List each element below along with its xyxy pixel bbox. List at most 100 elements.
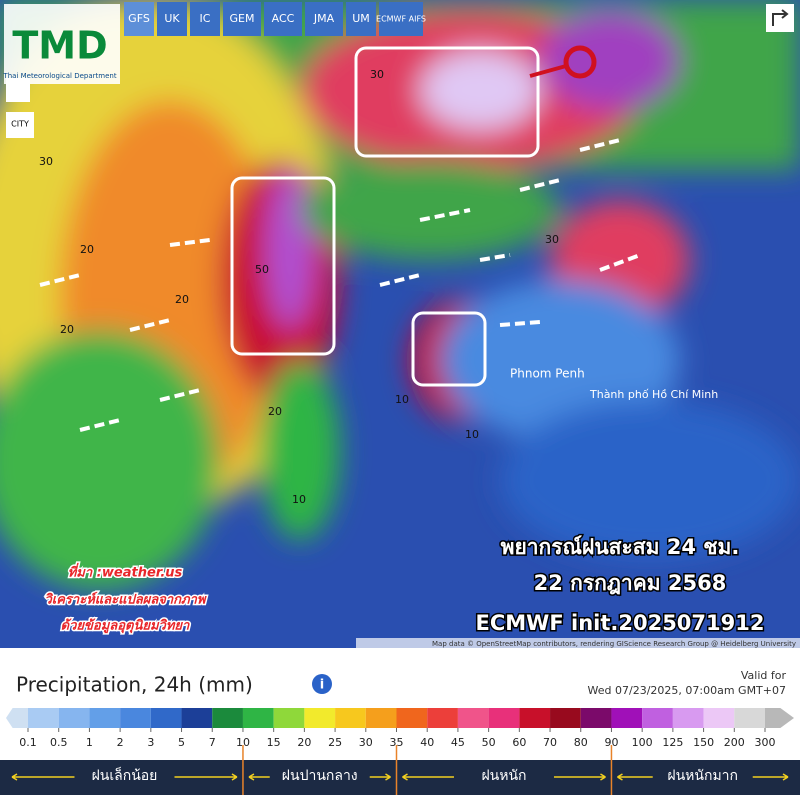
city-label: CITY [11, 120, 29, 129]
scale-label: 300 [755, 736, 776, 749]
category-arrow [402, 773, 606, 781]
scale-cell [611, 708, 643, 728]
category-label: ฝนหนัก [481, 768, 526, 784]
scale-cell [304, 708, 336, 728]
contour-label: 30 [39, 155, 53, 168]
scale-cell [580, 708, 612, 728]
place-label: Phnom Penh [510, 367, 585, 381]
scale-label: 40 [420, 736, 434, 749]
scale-label: 15 [267, 736, 281, 749]
scale-cell [365, 708, 397, 728]
model-button[interactable] [264, 2, 302, 36]
contour-label: 30 [370, 68, 384, 81]
category-arrow [617, 773, 789, 781]
contour-label: 20 [80, 243, 94, 256]
scale-cell [89, 708, 121, 728]
model-button[interactable] [379, 2, 423, 36]
scale-cell [672, 708, 704, 728]
category-arrow [11, 773, 238, 781]
info-icon: i [320, 678, 324, 693]
logo-sub: Thai Meteorological Department [2, 72, 116, 80]
contour-label: 10 [292, 493, 306, 506]
scale-label: 30 [359, 736, 373, 749]
category-arrow [248, 773, 391, 781]
scale-label: 70 [543, 736, 557, 749]
scale-cell [212, 708, 243, 728]
scale-label: 125 [662, 736, 683, 749]
zoom-button[interactable] [6, 78, 30, 102]
model-button[interactable] [305, 2, 343, 36]
scale-cell [28, 708, 59, 728]
info-button[interactable] [312, 674, 332, 694]
scale-label: 0.1 [19, 736, 37, 749]
valid-time: Wed 07/23/2025, 07:00am GMT+07 [588, 684, 786, 697]
model-label: ECMWF AIFS [376, 15, 426, 24]
scale-label: 200 [724, 736, 745, 749]
map: TMD Thai Meteorological Department GFS UK… [0, 0, 800, 648]
scale-label: 3 [147, 736, 154, 749]
credit: ด้วยข้อมูลอุตุนิยมวิทยา [61, 618, 190, 634]
scale-cell [242, 708, 274, 728]
scale-label: 150 [693, 736, 714, 749]
scale-cell [181, 708, 213, 728]
scale-cell [734, 708, 765, 728]
place-label: Thành phố Hồ Chí Minh [589, 388, 718, 401]
model-label: UM [352, 12, 370, 25]
legend-title: Precipitation, 24h (mm) [16, 673, 253, 697]
attribution: Map data © OpenStreetMap contributors, r… [432, 640, 796, 648]
scale-cell [427, 708, 458, 728]
scale-label: 45 [451, 736, 465, 749]
scale-label: 20 [297, 736, 311, 749]
scale-label: 50 [482, 736, 496, 749]
scale-label: 10 [236, 736, 250, 749]
model-label: GFS [128, 12, 150, 25]
logo-text: TMD [12, 24, 107, 68]
model-label: JMA [313, 12, 335, 25]
scale-label: 5 [178, 736, 185, 749]
overlay-title: พยากรณ์ฝนสะสม 24 ชม. [501, 535, 740, 559]
scale-cell [457, 708, 489, 728]
scale-label: 1 [86, 736, 93, 749]
contour-label: 50 [255, 263, 269, 276]
valid-label: Valid for [741, 669, 787, 682]
scale-cell [335, 708, 366, 728]
model-label: GEM [230, 12, 255, 25]
credit: ที่มา :weather.us [68, 563, 183, 581]
scale-label: 7 [209, 736, 216, 749]
scale-cell [273, 708, 305, 728]
model-label: IC [200, 12, 211, 25]
scale-label: 90 [604, 736, 618, 749]
scale-cell [488, 708, 520, 728]
model-label: UK [164, 12, 180, 25]
scale-label: 35 [390, 736, 404, 749]
contour-label: 10 [465, 428, 479, 441]
scale-cell [396, 708, 428, 728]
scale-cell [58, 708, 90, 728]
scale-label: 60 [512, 736, 526, 749]
city-button[interactable] [6, 112, 34, 138]
model-button[interactable] [346, 2, 376, 36]
model-button[interactable] [157, 2, 187, 36]
model-button[interactable] [223, 2, 261, 36]
category-label: ฝนหนักมาก [667, 768, 738, 784]
scale-label: 80 [574, 736, 588, 749]
credit: วิเคราะห์และแปลผลจากภาพ [44, 592, 206, 608]
scale-label: 25 [328, 736, 342, 749]
overlay-model: ECMWF init.2025071912 [476, 611, 765, 635]
overlay-date: 22 กรกฎาคม 2568 [534, 571, 727, 595]
contour-label: 30 [545, 233, 559, 246]
scale-cell [150, 708, 182, 728]
contour-label: 10 [395, 393, 409, 406]
contour-label: 20 [268, 405, 282, 418]
legend: Precipitation, 24h (mm) i Valid for Wed … [0, 669, 800, 795]
share-button[interactable] [766, 4, 794, 32]
model-button[interactable] [124, 2, 154, 36]
model-button[interactable] [190, 2, 220, 36]
scale-end [765, 708, 794, 728]
scale-cell [120, 708, 151, 728]
scale-end [6, 708, 28, 728]
category-label: ฝนเล็กน้อย [92, 766, 158, 784]
contour-label: 20 [60, 323, 74, 336]
scale-cell [519, 708, 551, 728]
